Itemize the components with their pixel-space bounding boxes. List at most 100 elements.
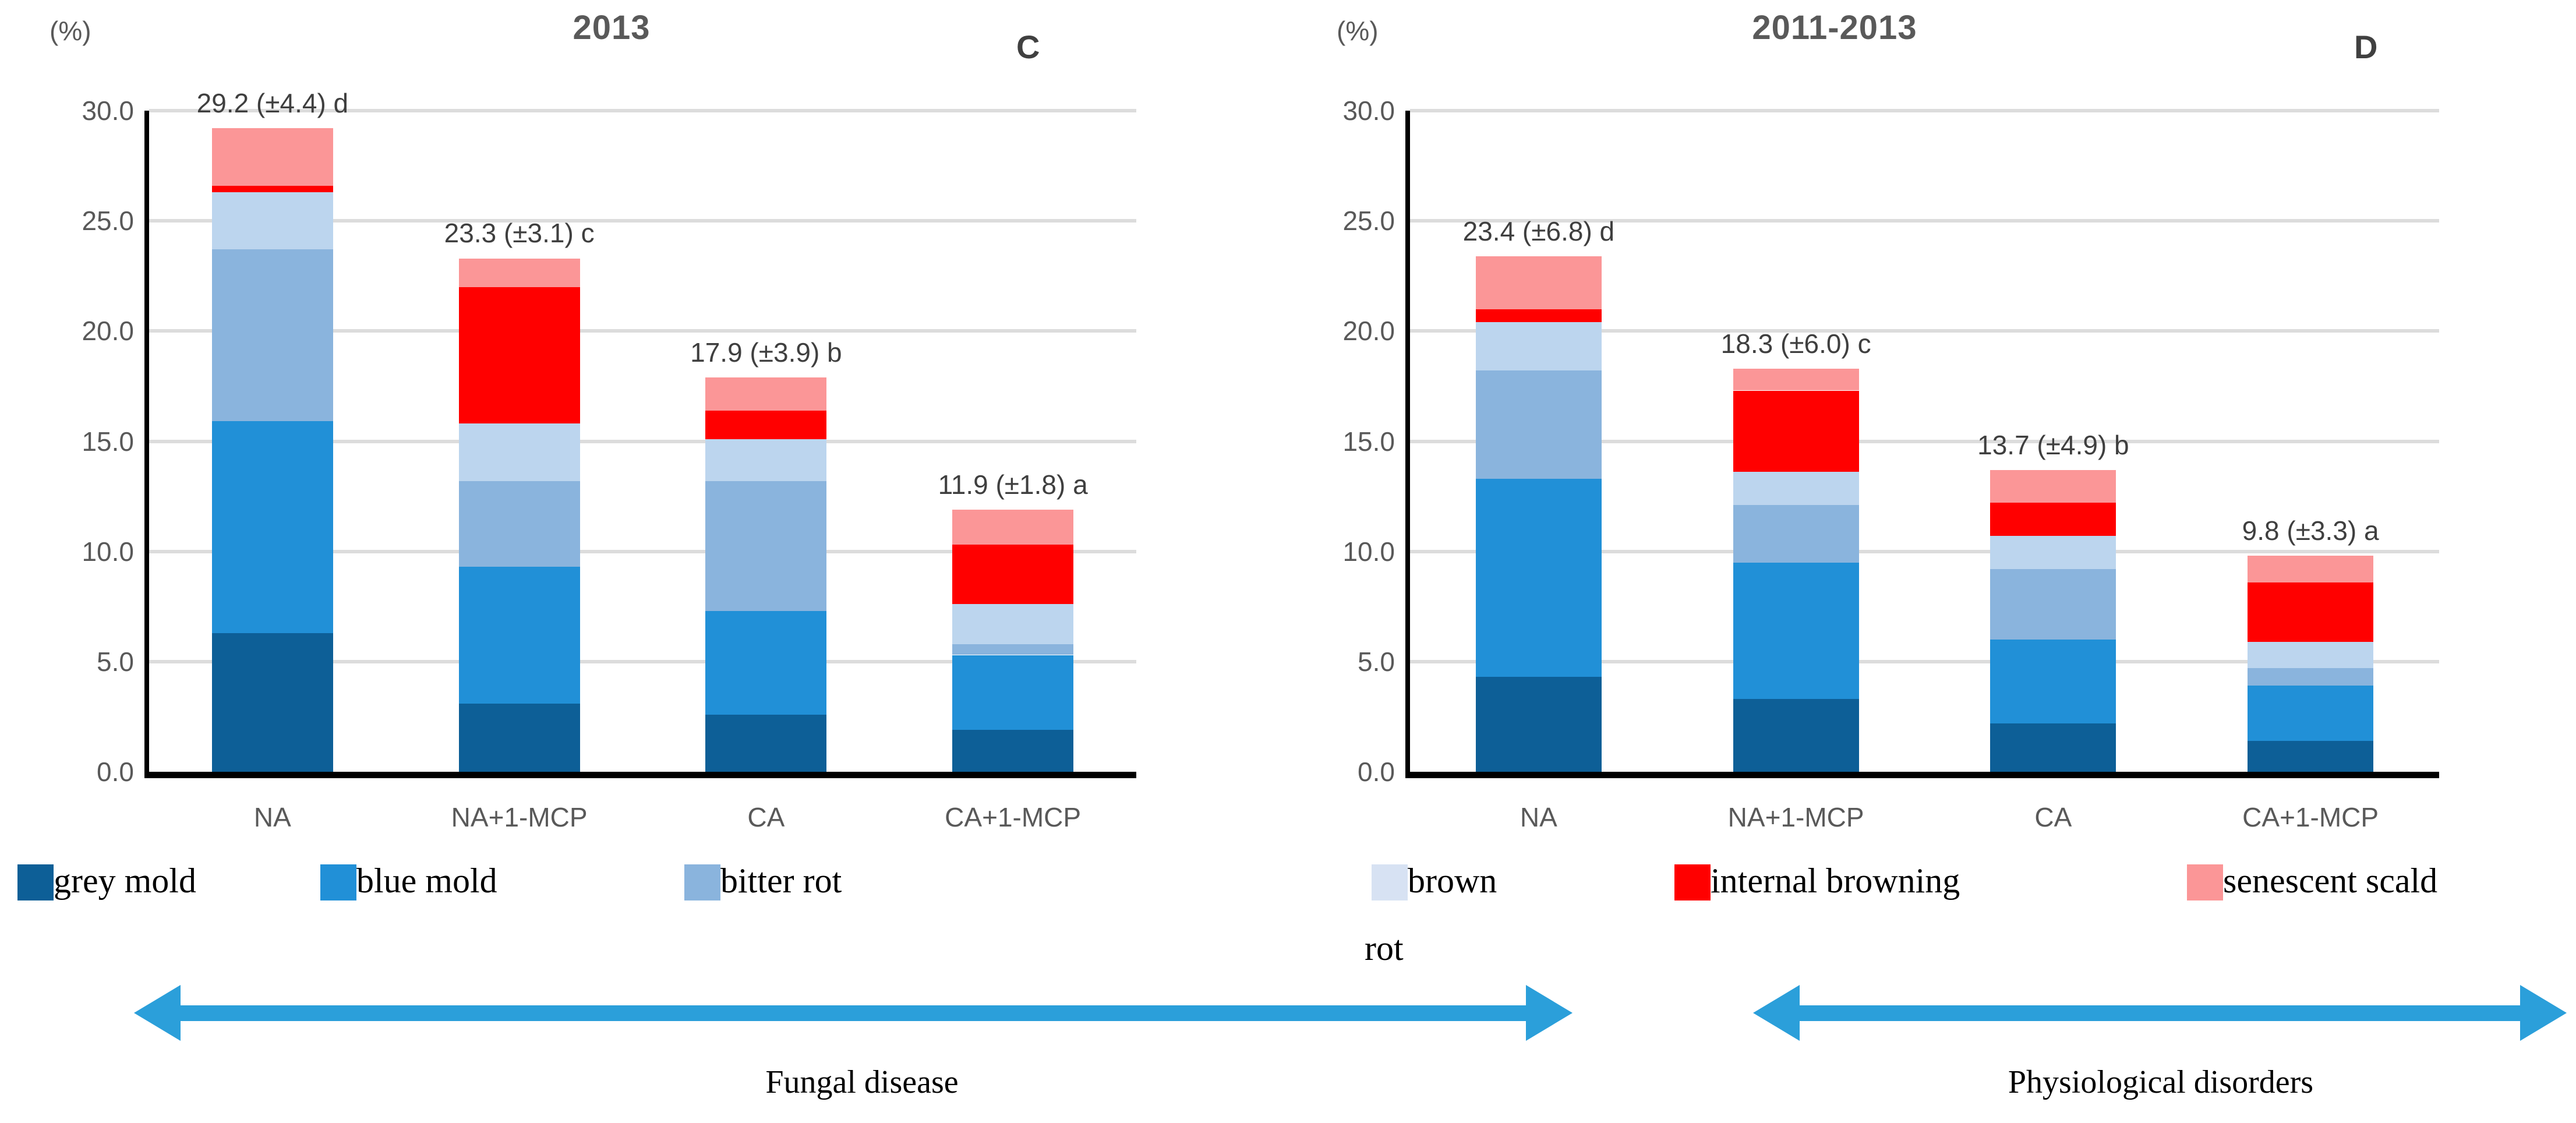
legend-item-brown-rot: brown rot [1365,861,1497,967]
bar-segment-bitter-rot-ca-1-mcp [952,644,1073,655]
bar-total-label-na-1-mcp: 18.3 (±6.0) c [1720,328,1871,359]
bar-segment-bitter-rot-ca-1-mcp [2248,668,2373,686]
y-tick-label-5: 5.0 [1358,646,1395,677]
x-category-label-ca-1-mcp: CA+1-MCP [2242,802,2379,832]
gridline-5 [149,659,1136,663]
bar-segment-brown-rot-na-1-mcp [459,423,580,481]
bar-total-label-ca-1-mcp: 11.9 (±1.8) a [938,469,1088,500]
bar-segment-senescent-scald-ca [1990,469,2116,503]
bar-segment-grey-mold-ca [705,714,826,772]
legend-label-internal-browning: internal browning [1711,861,1960,900]
bar-segment-senescent-scald-na-1-mcp [1733,368,1859,391]
bar-segment-blue-mold-ca-1-mcp [952,655,1073,730]
bar-segment-blue-mold-ca [1990,640,2116,723]
fungal-disease-caption: Fungal disease [765,1064,959,1100]
bar-segment-brown-rot-ca [705,439,826,481]
bar-segment-grey-mold-na-1-mcp [1733,699,1859,772]
x-category-label-na-1-mcp: NA+1-MCP [451,802,588,832]
bar-segment-internal-browning-na [1476,309,1602,323]
y-tick-label-15: 15.0 [82,426,134,457]
gridline-5 [1410,659,2439,663]
y-axis-unit-label-d: (%) [1337,16,1379,46]
gridline-15 [1410,439,2439,443]
y-axis-ticks-c: 0.0 5.0 10.0 15.0 20.0 25.0 30.0 [0,96,134,787]
bar-segment-grey-mold-ca [1990,723,2116,772]
gridline-10 [149,549,1136,553]
panel-letter-c: C [1016,29,1040,65]
bar-segment-grey-mold-ca-1-mcp [952,730,1073,772]
bar-total-label-ca-1-mcp: 9.8 (±3.3) a [2242,515,2379,546]
bar-segment-bitter-rot-na [212,249,333,422]
blue-mold-swatch-icon [320,864,356,900]
panel-letter-d: D [2354,29,2378,65]
arrow-right-tip-icon [2520,985,2567,1041]
legend-item-senescent-scald: senescent scald [2187,861,2437,901]
legend-label-bitter-rot: bitter rot [720,861,842,900]
bitter-rot-swatch-icon [684,864,720,900]
bar-segment-grey-mold-na [212,633,333,772]
bar-segment-internal-browning-na-1-mcp [459,287,580,424]
legend-item-bitter-rot: bitter rot [684,861,842,901]
legend-label-brown-rot-line2: rot [1365,929,1404,967]
gridline-30 [149,109,1136,112]
bar-segment-senescent-scald-ca [705,377,826,411]
gridline-20 [149,329,1136,333]
bar-segment-internal-browning-ca-1-mcp [2248,582,2373,642]
x-category-label-na: NA [253,802,291,832]
bar-total-label-ca: 17.9 (±3.9) b [690,337,842,368]
plot-area-2011-2013: 23.4 (±6.8) d NA 18.3 (±6.0) c NA+1-MCP 13.7… [1405,109,2439,832]
gridline-20 [1410,329,2439,333]
x-category-label-ca-1-mcp: CA+1-MCP [945,802,1082,832]
bar-segment-brown-rot-ca [1990,536,2116,569]
panel-title-2013: 2013 [573,9,651,47]
arrow-shaft [1789,1005,2531,1021]
bar-segment-internal-browning-ca [705,410,826,439]
legend-item-internal-browning: internal browning [1674,861,1960,901]
y-tick-label-25: 25.0 [82,206,134,236]
bar-total-label-na-1-mcp: 23.3 (±3.1) c [444,218,595,249]
bar-segment-grey-mold-ca-1-mcp [2248,741,2373,772]
arrow-shaft [170,1005,1536,1021]
bar-segment-brown-rot-ca-1-mcp [2248,641,2373,669]
y-tick-label-30: 30.0 [82,96,134,126]
bar-segment-brown-rot-na-1-mcp [1733,472,1859,506]
y-tick-label-15: 15.0 [1342,426,1395,457]
brown-rot-swatch-icon [1372,864,1408,900]
bar-segment-blue-mold-ca-1-mcp [2248,686,2373,741]
bar-segment-internal-browning-na [212,185,333,192]
y-axis-unit-label-c: (%) [50,16,91,46]
bar-segment-senescent-scald-ca-1-mcp [2248,556,2373,582]
y-axis-ticks-d: 0.0 5.0 10.0 15.0 20.0 25.0 30.0 [1255,96,1395,787]
bar-segment-grey-mold-na [1476,677,1602,772]
y-tick-label-20: 20.0 [1342,316,1395,347]
bar-segment-brown-rot-na [212,192,333,250]
bar-segment-bitter-rot-na [1476,370,1602,479]
bar-segment-senescent-scald-na [212,128,333,186]
gridline-25 [1410,219,2439,223]
bar-segment-bitter-rot-na-1-mcp [1733,505,1859,563]
y-tick-label-10: 10.0 [82,536,134,567]
panel-title-2011-2013: 2011-2013 [1752,9,1917,47]
y-tick-label-25: 25.0 [1342,206,1395,236]
x-category-label-na-1-mcp: NA+1-MCP [1727,802,1864,832]
legend-item-blue-mold: blue mold [320,861,497,901]
senescent-scald-swatch-icon [2187,864,2223,900]
fungal-disease-double-arrow-icon [134,985,1573,1041]
bar-segment-brown-rot-na [1476,322,1602,371]
bar-segment-internal-browning-ca [1990,503,2116,536]
bar-segment-blue-mold-na-1-mcp [459,567,580,704]
y-tick-label-5: 5.0 [97,646,134,677]
internal-browning-swatch-icon [1674,864,1711,900]
y-tick-label-30: 30.0 [1342,96,1395,126]
arrow-right-tip-icon [1526,985,1573,1041]
gridline-10 [1410,549,2439,553]
x-category-label-ca: CA [747,802,785,832]
plot-area-2013: 29.2 (±4.4) d NA 23.3 (±3.1) c NA+1-MCP 17.9… [144,89,1136,832]
bar-segment-internal-browning-na-1-mcp [1733,390,1859,472]
y-tick-label-10: 10.0 [1342,536,1395,567]
gridline-30 [1410,109,2439,112]
legend-label-grey-mold: grey mold [54,861,196,900]
bar-segment-bitter-rot-na-1-mcp [459,481,580,567]
x-category-label-ca: CA [2034,802,2072,832]
